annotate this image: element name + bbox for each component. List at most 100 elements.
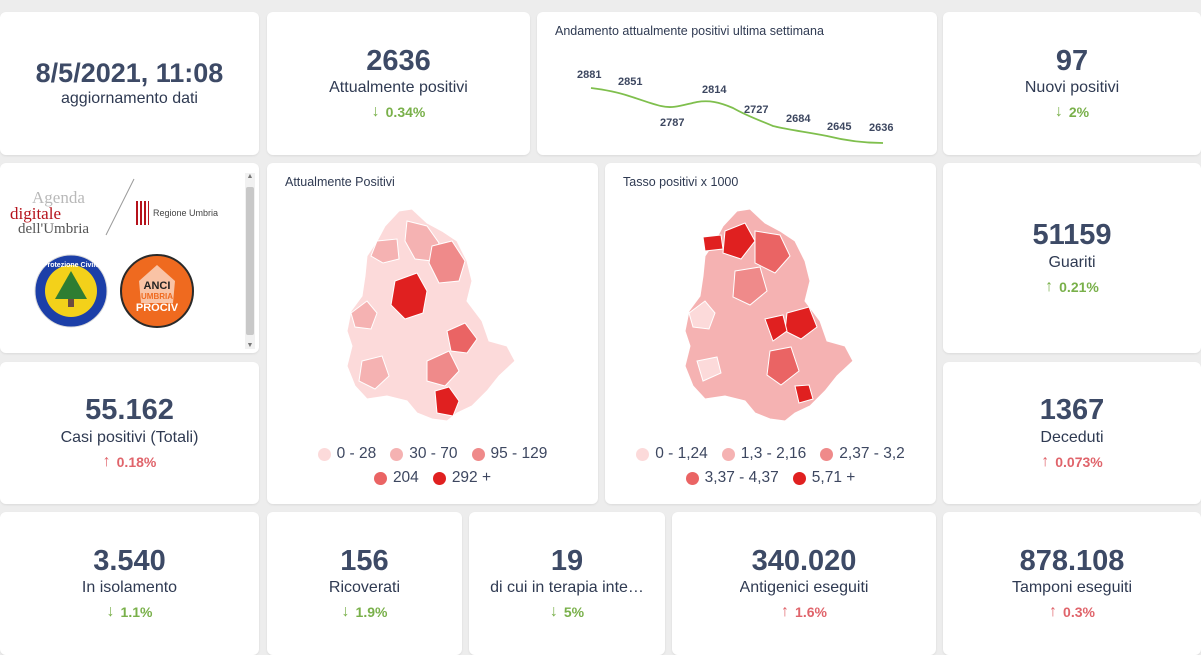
legend-swatch xyxy=(373,471,387,485)
map-area-south xyxy=(766,346,800,386)
anci-umbria-prociv-logo: ANCI UMBRIA PROCIV xyxy=(120,254,194,328)
map-area-sw xyxy=(358,355,390,390)
isolamento-label: In isolamento xyxy=(81,579,178,597)
map-area-center xyxy=(732,266,768,306)
legend-item[interactable]: 204 xyxy=(373,469,419,487)
arrow-down-icon: ↓ xyxy=(1054,103,1063,121)
umbria-map-tasso[interactable] xyxy=(605,201,936,451)
isolamento-value: 3.540 xyxy=(93,544,166,577)
legend-item[interactable]: 30 - 70 xyxy=(390,445,458,463)
delta-value: 0.3% xyxy=(1063,604,1095,621)
arrow-down-icon: ↓ xyxy=(549,603,558,621)
tamponi-value: 878.108 xyxy=(1019,544,1125,577)
regione-umbria-logo: Regione Umbria xyxy=(136,201,218,225)
nuovi-positivi-card[interactable]: 97 Nuovi positivi ↓ 2% xyxy=(943,12,1201,155)
scroll-down-icon[interactable]: ▼ xyxy=(246,342,254,349)
legend-swatch xyxy=(317,447,331,461)
umbria-map-positivi[interactable] xyxy=(267,201,598,451)
scroll-up-icon[interactable]: ▲ xyxy=(246,173,254,180)
anci-line2: UMBRIA xyxy=(141,292,173,301)
deceduti-card[interactable]: 1367 Deceduti ↑ 0.073% xyxy=(943,362,1201,504)
legend-swatch xyxy=(432,471,446,485)
guariti-delta: ↑ 0.21% xyxy=(1045,278,1099,296)
trend-label-1: 2881 xyxy=(577,69,601,81)
casi-totali-card[interactable]: 55.162 Casi positivi (Totali) ↑ 0.18% xyxy=(0,362,259,504)
attualmente-positivi-label: Attualmente positivi xyxy=(329,79,468,97)
legend-label: 0 - 1,24 xyxy=(655,445,708,462)
delta-value: 0.18% xyxy=(116,453,157,470)
legend-label: 292 + xyxy=(451,469,492,486)
guariti-card[interactable]: 51159 Guariti ↑ 0.21% xyxy=(943,163,1201,353)
trend-label-7: 2645 xyxy=(827,121,851,133)
legend-item[interactable]: 5,71 + xyxy=(792,469,856,487)
legend-item[interactable]: 1,3 - 2,16 xyxy=(721,445,806,463)
antigenici-card[interactable]: 340.020 Antigenici eseguiti ↑ 1.6% xyxy=(672,512,936,655)
protezione-civile-text: Protezione Civile xyxy=(43,262,100,269)
legend-item[interactable]: 292 + xyxy=(432,469,492,487)
map-area-ne xyxy=(428,240,466,284)
trend-label-2: 2851 xyxy=(618,76,642,88)
casi-totali-value: 55.162 xyxy=(85,394,174,427)
attualmente-positivi-delta: ↓ 0.34% xyxy=(372,103,426,121)
trend-title: Andamento attualmente positivi ultima se… xyxy=(555,24,824,38)
tamponi-card[interactable]: 878.108 Tamponi eseguiti ↑ 0.3% xyxy=(943,512,1201,655)
trend-card[interactable]: Andamento attualmente positivi ultima se… xyxy=(537,12,937,155)
legend-label: 95 - 129 xyxy=(490,445,548,462)
antigenici-value: 340.020 xyxy=(751,544,857,577)
guariti-value: 51159 xyxy=(1032,219,1112,252)
arrow-down-icon: ↓ xyxy=(106,603,115,621)
anci-line1: ANCI xyxy=(144,280,171,292)
terapia-card[interactable]: 19 di cui in terapia inte… ↓ 5% xyxy=(469,512,665,655)
isolamento-card[interactable]: 3.540 In isolamento ↓ 1.1% xyxy=(0,512,259,655)
legend-label: 30 - 70 xyxy=(409,445,458,462)
map-area-nw xyxy=(702,234,724,252)
nuovi-positivi-label: Nuovi positivi xyxy=(1024,79,1120,97)
trend-label-3: 2787 xyxy=(660,117,684,129)
legend-item[interactable]: 0 - 1,24 xyxy=(636,445,708,463)
legend-item[interactable]: 2,37 - 3,2 xyxy=(820,445,905,463)
delta-value: 0.073% xyxy=(1055,453,1103,470)
legend-item[interactable]: 0 - 28 xyxy=(317,445,376,463)
legend-label: 5,71 + xyxy=(811,469,856,486)
map-area-mid-east xyxy=(764,314,788,342)
anci-line3: PROCIV xyxy=(136,302,179,314)
casi-totali-label: Casi positivi (Totali) xyxy=(60,428,199,446)
arrow-down-icon: ↓ xyxy=(341,603,350,621)
ricoverati-delta: ↓ 1.9% xyxy=(342,603,388,621)
legend-swatch xyxy=(685,471,699,485)
logos-scrollbar[interactable]: ▲ ▼ xyxy=(245,173,255,349)
deceduti-delta: ↑ 0.073% xyxy=(1041,453,1102,471)
legend-swatch xyxy=(390,447,404,461)
legend-item[interactable]: 95 - 129 xyxy=(471,445,548,463)
map-area-terni xyxy=(434,386,460,417)
protezione-civile-logo: Protezione Civile xyxy=(34,254,108,328)
scroll-thumb[interactable] xyxy=(246,187,254,335)
agenda-digitale-logo: Agenda digitale dell'Umbria xyxy=(10,178,135,237)
nuovi-positivi-value: 97 xyxy=(1055,44,1089,77)
legend-label: 2,37 - 3,2 xyxy=(839,445,905,462)
attualmente-positivi-card[interactable]: 2636 Attualmente positivi ↓ 0.34% xyxy=(267,12,530,155)
map-area-south-mid xyxy=(426,350,460,387)
legend-label: 3,37 - 4,37 xyxy=(704,469,779,486)
delta-value: 2% xyxy=(1068,104,1090,121)
ricoverati-card[interactable]: 156 Ricoverati ↓ 1.9% xyxy=(267,512,462,655)
arrow-down-icon: ↓ xyxy=(371,103,380,121)
delta-value: 0.21% xyxy=(1059,278,1099,295)
logos-card[interactable]: Agenda digitale dell'Umbria Regione Umbr… xyxy=(0,163,259,353)
deceduti-value: 1367 xyxy=(1039,394,1105,427)
legend-swatch xyxy=(721,447,735,461)
attualmente-positivi-value: 2636 xyxy=(366,44,431,77)
legend-item[interactable]: 3,37 - 4,37 xyxy=(685,469,779,487)
map-positivi-title: Attualmente Positivi xyxy=(285,175,395,189)
antigenici-delta: ↑ 1.6% xyxy=(781,603,827,621)
legend-swatch xyxy=(471,447,485,461)
nuovi-positivi-delta: ↓ 2% xyxy=(1055,103,1089,121)
update-label: aggiornamento dati xyxy=(61,90,198,108)
arrow-up-icon: ↑ xyxy=(1045,277,1054,295)
agenda-logo-line1: Agenda xyxy=(32,188,85,207)
map-positivi-card[interactable]: Attualmente Positivi 0 - 28 30 - 70 95 -… xyxy=(267,163,598,504)
guariti-label: Guariti xyxy=(1048,253,1096,271)
map-area-west xyxy=(350,300,378,330)
map-tasso-card[interactable]: Tasso positivi x 1000 0 - 1,24 1,3 - 2,1… xyxy=(605,163,936,504)
update-datetime: 8/5/2021, 11:08 xyxy=(35,57,224,88)
